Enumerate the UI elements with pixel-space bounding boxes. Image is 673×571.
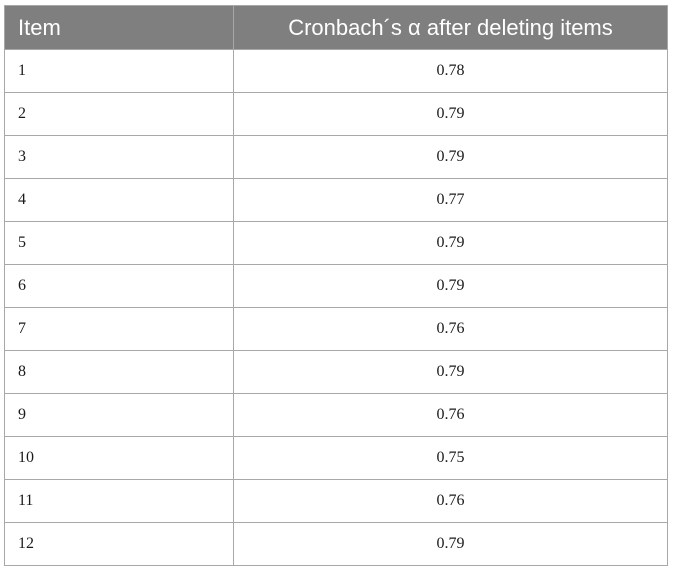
item-cell: 6: [4, 264, 234, 308]
table-row: 11 0.76: [4, 479, 668, 523]
table-row: 9 0.76: [4, 393, 668, 437]
alpha-cell: 0.79: [233, 221, 668, 265]
table-row: 10 0.75: [4, 436, 668, 480]
cronbach-alpha-table: Item Cronbach´s α after deleting items 1…: [4, 5, 668, 566]
header-item: Item: [4, 5, 234, 50]
table-row: 2 0.79: [4, 92, 668, 136]
item-cell: 10: [4, 436, 234, 480]
table-header: Item Cronbach´s α after deleting items: [4, 5, 668, 50]
alpha-cell: 0.76: [233, 479, 668, 523]
table-body: 1 0.78 2 0.79 3 0.79 4 0.77 5 0.79 6 0.7…: [4, 49, 668, 566]
header-row: Item Cronbach´s α after deleting items: [4, 5, 668, 50]
alpha-cell: 0.79: [233, 92, 668, 136]
alpha-cell: 0.75: [233, 436, 668, 480]
alpha-cell: 0.77: [233, 178, 668, 222]
table-row: 7 0.76: [4, 307, 668, 351]
item-cell: 2: [4, 92, 234, 136]
item-cell: 5: [4, 221, 234, 265]
item-cell: 7: [4, 307, 234, 351]
item-cell: 4: [4, 178, 234, 222]
item-cell: 12: [4, 522, 234, 566]
item-cell: 1: [4, 49, 234, 93]
alpha-cell: 0.79: [233, 350, 668, 394]
header-alpha: Cronbach´s α after deleting items: [233, 5, 668, 50]
table-row: 8 0.79: [4, 350, 668, 394]
table-row: 4 0.77: [4, 178, 668, 222]
item-cell: 8: [4, 350, 234, 394]
item-cell: 3: [4, 135, 234, 179]
item-cell: 11: [4, 479, 234, 523]
table-row: 5 0.79: [4, 221, 668, 265]
table-row: 12 0.79: [4, 522, 668, 566]
table-row: 3 0.79: [4, 135, 668, 179]
alpha-cell: 0.76: [233, 307, 668, 351]
alpha-cell: 0.79: [233, 264, 668, 308]
table-row: 6 0.79: [4, 264, 668, 308]
alpha-cell: 0.76: [233, 393, 668, 437]
alpha-cell: 0.79: [233, 522, 668, 566]
alpha-cell: 0.78: [233, 49, 668, 93]
data-table-container: Item Cronbach´s α after deleting items 1…: [4, 5, 668, 566]
alpha-cell: 0.79: [233, 135, 668, 179]
item-cell: 9: [4, 393, 234, 437]
table-row: 1 0.78: [4, 49, 668, 93]
